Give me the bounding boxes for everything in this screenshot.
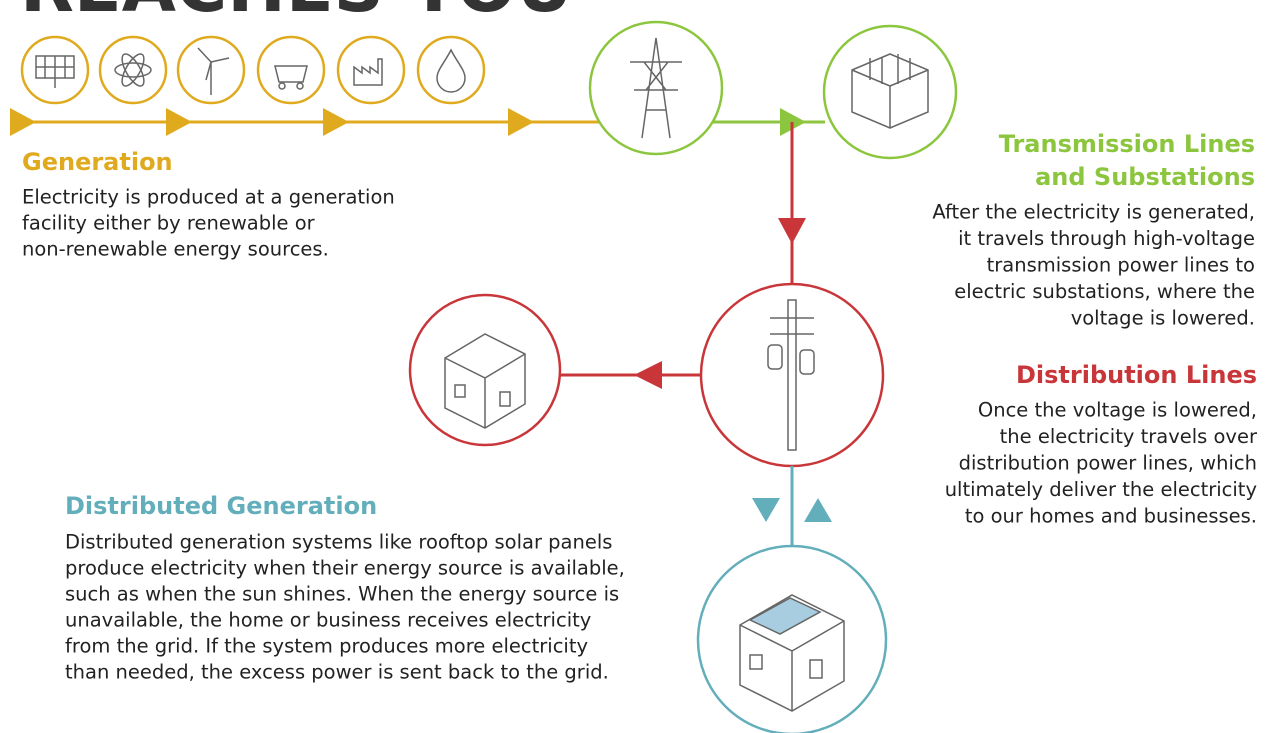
text-line: Distributed generation systems like roof… [65,531,612,554]
text-line: electric substations, where the [954,280,1255,303]
text-line: produce electricity when their energy so… [65,557,625,580]
transmission-heading: Transmission Lines and Substations [999,130,1255,191]
distribution-body: Once the voltage is lowered, the electric… [945,399,1258,528]
distribution-flow [410,122,883,466]
distributed-generation-heading: Distributed Generation [65,492,377,520]
generation-flow [10,37,600,136]
transmission-body: After the electricity is generated, it tr… [932,201,1255,330]
text-line: and Substations [1035,163,1255,191]
distributed-generation-body: Distributed generation systems like roof… [65,531,625,684]
text-line: such as when the sun shines. When the en… [65,583,619,606]
text-line: distribution power lines, which [959,452,1257,475]
generation-heading: Generation [22,148,173,176]
text-line: the electricity travels over [1000,425,1258,448]
title: REACHES YOU [20,0,573,28]
infographic: REACHES YOU [0,0,1269,733]
transmission-flow [590,22,956,158]
generation-body: Electricity is produced at a generation f… [22,186,395,261]
text-line: voltage is lowered. [1071,307,1255,330]
text-line: to our homes and businesses. [965,505,1257,528]
text-line: transmission power lines to [987,254,1255,277]
text-line: Once the voltage is lowered, [978,399,1257,422]
text-line: it travels through high-voltage [958,227,1255,250]
text-line: ultimately deliver the electricity [945,478,1257,501]
text-line: non-renewable energy sources. [22,238,329,261]
distribution-heading: Distribution Lines [1016,361,1257,389]
text-line: Transmission Lines [999,130,1255,158]
text-line: Electricity is produced at a generation [22,186,395,209]
text-line: After the electricity is generated, [932,201,1255,224]
distributed-flow [698,466,886,733]
text-line: unavailable, the home or business receiv… [65,609,591,632]
text-line: from the grid. If the system produces mo… [65,635,588,658]
page: REACHES YOU [0,0,1269,733]
text-line: than needed, the excess power is sent ba… [65,661,609,684]
text-line: facility either by renewable or [22,212,316,235]
